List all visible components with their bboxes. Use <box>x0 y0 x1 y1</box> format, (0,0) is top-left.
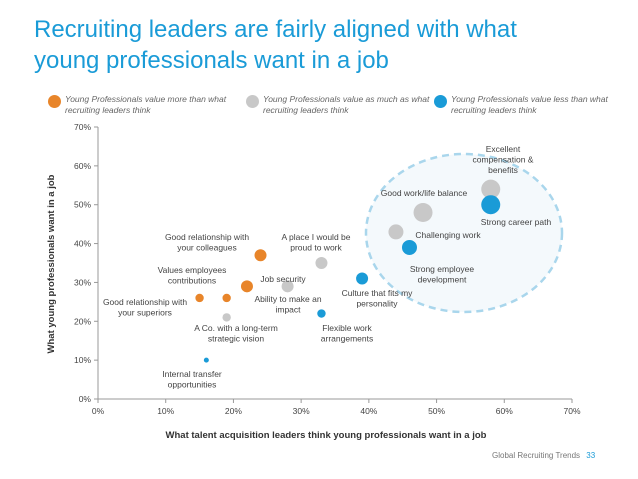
point-label: Ability to make an impact <box>254 294 321 315</box>
legend-marker-more <box>48 95 61 108</box>
point-label-line: Values employees <box>158 265 227 275</box>
data-point <box>481 195 501 215</box>
data-point <box>203 357 209 363</box>
data-point <box>388 224 404 240</box>
y-tick-label: 20% <box>74 316 91 326</box>
x-tick-label: 70% <box>563 406 580 416</box>
legend-marker-same <box>246 95 259 108</box>
data-point <box>222 313 231 322</box>
point-label-line: benefits <box>488 165 518 175</box>
y-tick-label: 0% <box>79 394 92 404</box>
point-label-line: Strong employee <box>410 264 475 274</box>
point-label: Good relationship with your superiors <box>103 297 187 318</box>
point-label-line: Job security <box>260 274 306 284</box>
data-point <box>356 272 369 285</box>
point-label-line: opportunities <box>168 380 217 390</box>
point-label-line: impact <box>275 305 301 315</box>
x-tick-label: 40% <box>360 406 377 416</box>
x-tick-label: 30% <box>293 406 310 416</box>
data-point <box>281 280 294 293</box>
legend-item-more: Young Professionals value more than what… <box>48 94 245 116</box>
point-label: Values employees contributions <box>158 265 227 286</box>
footer: Global Recruiting Trends 33 <box>492 451 595 460</box>
data-point <box>413 202 433 222</box>
point-label-line: compensation & <box>473 155 534 165</box>
title-line-2: young professionals want in a job <box>34 47 389 74</box>
y-tick-label: 50% <box>74 200 91 210</box>
point-label: Flexible work arrangements <box>321 323 373 344</box>
x-tick-label: 20% <box>225 406 242 416</box>
x-tick-label: 10% <box>157 406 174 416</box>
legend-item-same: Young Professionals value as much as wha… <box>246 94 433 116</box>
point-label-line: Good relationship with <box>103 297 187 307</box>
data-point <box>317 309 326 318</box>
legend-text-same: Young Professionals value as much as wha… <box>263 94 430 115</box>
footer-source: Global Recruiting Trends <box>492 451 581 460</box>
point-label-line: Excellent <box>486 144 521 154</box>
x-tick-label: 60% <box>496 406 513 416</box>
point-label-line: Good relationship with <box>165 232 249 242</box>
point-label-line: A place I would be <box>282 232 351 242</box>
point-label-line: Flexible work <box>322 323 372 333</box>
x-tick-label: 50% <box>428 406 445 416</box>
data-point <box>254 249 267 262</box>
y-tick-label: 70% <box>74 122 91 132</box>
y-tick-label: 40% <box>74 239 91 249</box>
point-label-line: development <box>418 275 467 285</box>
data-point <box>195 293 204 303</box>
point-label-line: Internal transfer <box>162 369 222 379</box>
point-label-line: Good work/life balance <box>381 188 468 198</box>
point-label-line: Ability to make an <box>254 294 321 304</box>
point-label-line: arrangements <box>321 334 373 344</box>
y-tick-label: 30% <box>74 277 91 287</box>
point-label: Challenging work <box>415 230 481 240</box>
point-label-line: strategic vision <box>208 334 264 344</box>
point-label: Strong employee development <box>410 264 475 285</box>
point-label: A Co. with a long-term strategic vision <box>194 323 278 344</box>
point-label-line: personality <box>356 299 398 309</box>
point-label: Good work/life balance <box>381 188 468 198</box>
point-label-line: A Co. with a long-term <box>194 323 278 333</box>
x-axis-label: What talent acquisition leaders think yo… <box>166 430 487 441</box>
point-label-line: Challenging work <box>415 230 481 240</box>
point-label-line: your superiors <box>118 308 172 318</box>
point-label: Good relationship with your colleagues <box>165 232 249 253</box>
y-tick-label: 60% <box>74 161 91 171</box>
page-number: 33 <box>586 451 596 460</box>
legend-item-less: Young Professionals value less than what… <box>434 94 621 116</box>
point-label: Excellent compensation & benefits <box>473 144 534 175</box>
legend-text-less: Young Professionals value less than what… <box>451 94 608 115</box>
data-point <box>401 239 417 255</box>
point-label: Job security <box>260 274 306 284</box>
point-label: Internal transfer opportunities <box>162 369 222 390</box>
x-tick-label: 0% <box>92 406 105 416</box>
point-label-line: Culture that fits my <box>342 288 414 298</box>
highlight-ellipse <box>364 152 564 314</box>
legend-marker-less <box>434 95 447 108</box>
legend-text-more: Young Professionals value more than what… <box>65 94 227 115</box>
data-point <box>481 179 501 199</box>
data-point <box>240 280 253 293</box>
title-line-1: Recruiting leaders are fairly aligned wi… <box>34 16 517 43</box>
point-label: A place I would be proud to work <box>282 232 351 253</box>
page-title: Recruiting leaders are fairly aligned wi… <box>34 14 624 76</box>
data-point <box>315 257 328 269</box>
point-label-line: your colleagues <box>177 243 237 253</box>
y-tick-label: 10% <box>74 355 91 365</box>
point-label-line: Strong career path <box>481 217 552 227</box>
point-label-line: proud to work <box>290 243 342 253</box>
y-axis-label: What young professionals want in a job <box>46 174 57 353</box>
point-label: Culture that fits my personality <box>342 288 414 309</box>
point-label: Strong career path <box>481 217 552 227</box>
point-label-line: contributions <box>168 276 216 286</box>
data-point <box>222 293 231 303</box>
